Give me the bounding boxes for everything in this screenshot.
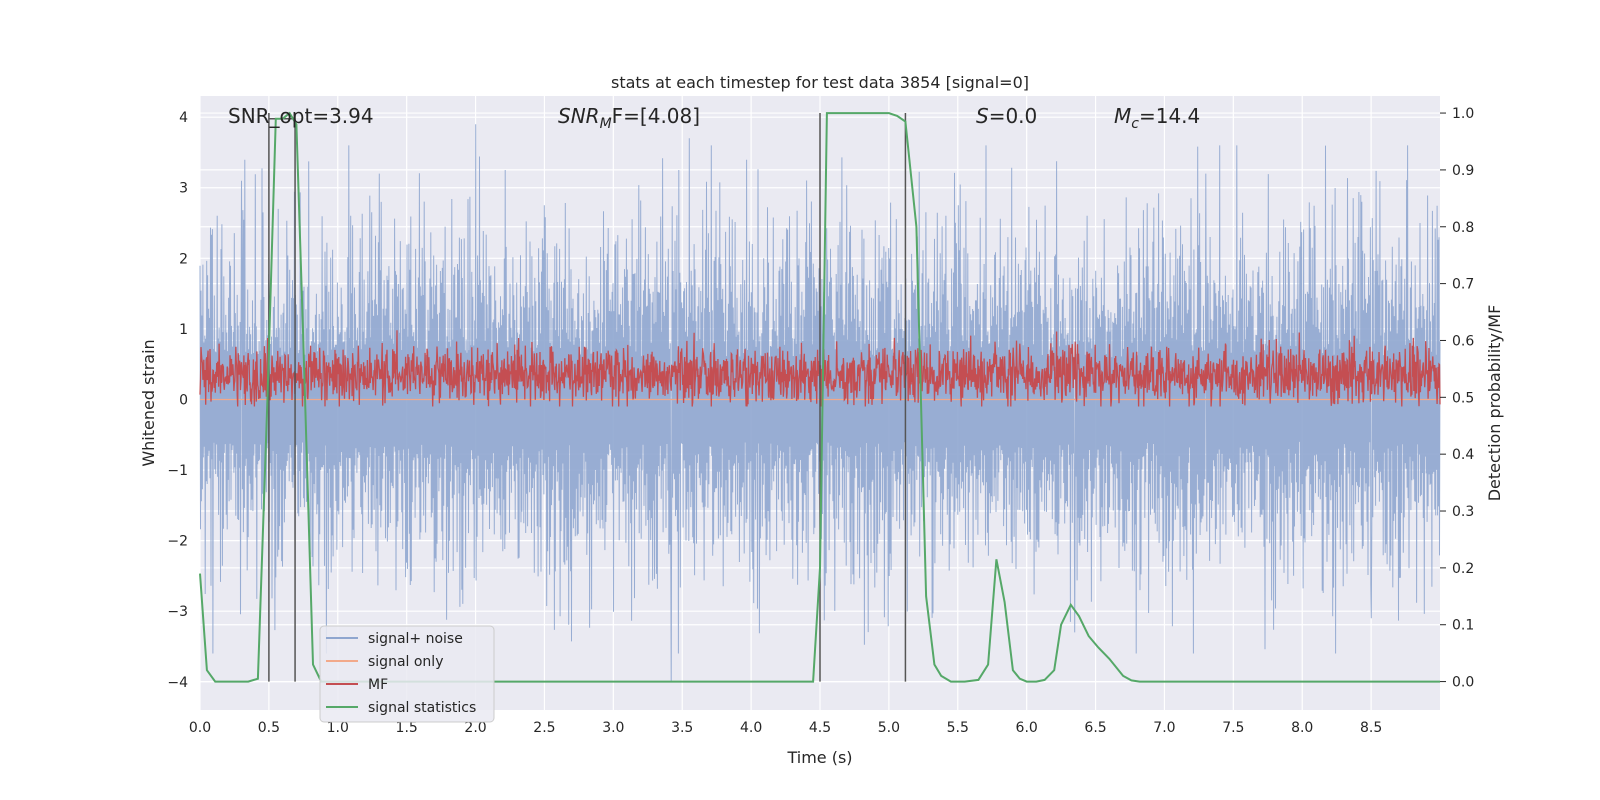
x-tick-label: 7.5 bbox=[1222, 720, 1244, 736]
y-right-tick-label: 0.5 bbox=[1452, 390, 1474, 406]
x-tick-label: 3.0 bbox=[602, 720, 624, 736]
legend: signal+ noise signal only MF signal stat… bbox=[319, 625, 495, 723]
y-tick-label: 1 bbox=[179, 322, 188, 338]
y-axis-right-label: Detection probability/MF bbox=[1485, 305, 1504, 502]
legend-label-mf: MF bbox=[368, 677, 388, 693]
chart-title: stats at each timestep for test data 385… bbox=[611, 73, 1029, 92]
annotation-s-base: S bbox=[976, 104, 989, 128]
x-tick-label: 4.0 bbox=[740, 720, 762, 736]
x-tick-label: 0.0 bbox=[189, 720, 211, 736]
y-tick-label: −1 bbox=[167, 463, 188, 479]
x-tick-label: 2.0 bbox=[464, 720, 486, 736]
annotation-mc-sub: c bbox=[1131, 116, 1139, 132]
annotation-mc-rest: =14.4 bbox=[1139, 104, 1200, 128]
y-tick-label: −3 bbox=[167, 604, 188, 620]
x-tick-label: 5.0 bbox=[878, 720, 900, 736]
annotation-snr-mf-base: SNR bbox=[558, 104, 600, 128]
x-tick-label: 4.5 bbox=[809, 720, 831, 736]
legend-label-signal-noise: signal+ noise bbox=[368, 631, 463, 647]
series-signal-statistics-line bbox=[199, 111, 1440, 683]
x-tick-label: 8.5 bbox=[1360, 720, 1382, 736]
annotation-snr-opt: SNR_opt=3.94 bbox=[228, 104, 374, 128]
annotation-snr-mf: SNRMF=[4.08] bbox=[558, 104, 700, 132]
y-tick-label: −2 bbox=[167, 534, 188, 550]
ticks: 0.0 0.5 1.0 1.5 2.0 2.5 3.0 3.5 4.0 4.5 5.0 5.5 6.0 6… bbox=[167, 106, 1474, 736]
y-right-tick-label: 1.0 bbox=[1452, 106, 1474, 122]
legend-box bbox=[319, 625, 495, 723]
x-tick-label: 8.0 bbox=[1291, 720, 1313, 736]
y-tick-label: 3 bbox=[179, 181, 188, 197]
y-right-tick-label: 0.2 bbox=[1452, 561, 1474, 577]
y-right-tick-label: 0.9 bbox=[1452, 163, 1474, 179]
x-tick-label: 2.5 bbox=[533, 720, 555, 736]
y-right-tick-label: 0.3 bbox=[1452, 504, 1474, 520]
x-tick-label: 6.0 bbox=[1016, 720, 1038, 736]
annotation-s: S=0.0 bbox=[976, 104, 1037, 128]
y-right-tick-label: 0.0 bbox=[1452, 675, 1474, 691]
x-tick-label: 1.5 bbox=[396, 720, 418, 736]
x-tick-label: 0.5 bbox=[258, 720, 280, 736]
x-tick-label: 6.5 bbox=[1084, 720, 1106, 736]
y-right-tick-label: 0.1 bbox=[1452, 618, 1474, 634]
annotation-mc-base: M bbox=[1114, 104, 1131, 128]
y-right-tick-label: 0.6 bbox=[1452, 333, 1474, 349]
y-right-tick-label: 0.7 bbox=[1452, 277, 1474, 293]
x-tick-label: 7.0 bbox=[1153, 720, 1175, 736]
annotation-mc: Mc=14.4 bbox=[1114, 104, 1200, 132]
y-tick-label: 0 bbox=[179, 392, 188, 408]
legend-label-signal-statistics: signal statistics bbox=[368, 700, 476, 716]
y-right-tick-label: 0.8 bbox=[1452, 220, 1474, 236]
y-axis-label: Whitened strain bbox=[139, 339, 158, 466]
annotation-s-rest: =0.0 bbox=[989, 104, 1038, 128]
y-tick-label: 2 bbox=[179, 251, 188, 267]
x-tick-label: 5.5 bbox=[947, 720, 969, 736]
x-tick-label: 3.5 bbox=[671, 720, 693, 736]
annotation-snr-mf-sub: M bbox=[600, 116, 612, 132]
annotation-snr-mf-rest: F=[4.08] bbox=[612, 104, 700, 128]
series-layer bbox=[199, 111, 1441, 683]
x-axis-label: Time (s) bbox=[786, 748, 852, 767]
y-tick-label: −4 bbox=[167, 675, 188, 691]
y-right-tick-label: 0.4 bbox=[1452, 447, 1474, 463]
legend-label-signal-only: signal only bbox=[368, 654, 443, 670]
y-tick-label: 4 bbox=[179, 110, 188, 126]
x-tick-label: 1.0 bbox=[327, 720, 349, 736]
